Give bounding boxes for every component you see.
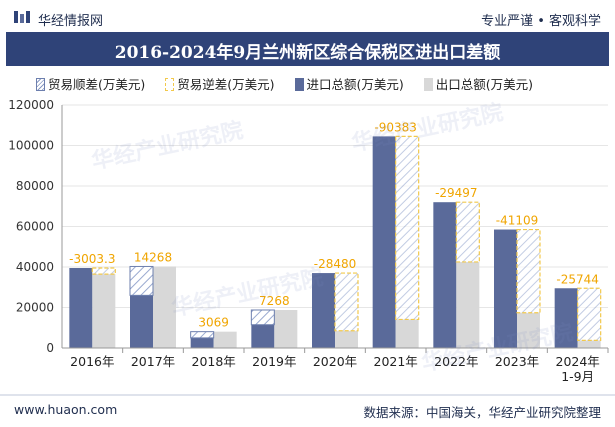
title-bar: 2016-2024年9月兰州新区综合保税区进出口差额 [6, 32, 609, 66]
legend-item-import: 进口总额(万美元) [294, 74, 404, 93]
balance-label: -28480 [314, 257, 357, 271]
legend-item-surplus: 贸易顺差(万美元) [36, 74, 145, 93]
x-tick-label: 2024年 [556, 354, 600, 369]
y-tick-label: 40000 [16, 260, 54, 274]
import-bar [190, 337, 214, 348]
balance-label: -29497 [435, 186, 478, 200]
balance-label: -25744 [556, 272, 599, 286]
legend: 贸易顺差(万美元) 贸易逆差(万美元) 进口总额(万美元) 出口总额(万美元) [36, 74, 549, 92]
chart: -3003.3 14268 3069 7268 -28480 -90383 -29497 -4… [8, 98, 609, 384]
x-tick-label: 2022年 [434, 354, 478, 369]
legend-swatch-surplus [36, 78, 45, 91]
balance-label: 3069 [198, 316, 229, 330]
import-bar [130, 295, 153, 348]
surplus-segment [250, 309, 275, 326]
legend-label-import: 进口总额(万美元) [306, 77, 404, 92]
y-tick-label: 20000 [16, 301, 54, 315]
import-bar [494, 229, 517, 348]
legend-swatch-import [294, 78, 304, 91]
legend-label-deficit: 贸易逆差(万美元) [177, 77, 275, 92]
y-tick-label: 120000 [8, 98, 54, 112]
x-tick-label: 2020年 [313, 354, 357, 369]
import-bar [372, 136, 396, 348]
x-tick-label: 1-9月 [561, 369, 594, 384]
x-tick-label: 2023年 [495, 354, 539, 369]
export-bar [92, 274, 116, 348]
balance-label: -41109 [496, 214, 539, 228]
header: 华经情报网 专业严谨 • 客观科学 [0, 0, 615, 34]
export-bar [213, 331, 237, 348]
y-tick-label: 100000 [8, 139, 54, 153]
x-tick-label: 2021年 [374, 354, 418, 369]
import-bar [433, 202, 457, 348]
y-tick-label: 60000 [16, 220, 54, 234]
x-tick-label: 2019年 [252, 354, 296, 369]
export-bar [517, 312, 540, 348]
legend-item-deficit: 贸易逆差(万美元) [165, 74, 275, 93]
deficit-segment [334, 272, 359, 332]
chart-title: 2016-2024年9月兰州新区综合保税区进出口差额 [114, 43, 501, 63]
x-tick-label: 2016年 [70, 354, 114, 369]
deficit-segment [455, 201, 480, 263]
export-bar [456, 261, 480, 348]
site-url[interactable]: www.huaon.com [14, 402, 118, 417]
surplus-segment [190, 331, 215, 339]
legend-label-export: 出口总额(万美元) [435, 77, 534, 92]
balance-label: -3003.3 [69, 252, 115, 266]
legend-swatch-export [423, 78, 433, 91]
footer-divider [0, 394, 615, 396]
tagline: 专业严谨 • 客观科学 [481, 14, 601, 29]
surplus-segment [129, 265, 154, 296]
deficit-segment [91, 267, 116, 275]
import-bar [312, 273, 335, 348]
import-bar [69, 268, 93, 348]
import-bar [554, 288, 578, 348]
export-bar [395, 319, 419, 348]
export-bar [577, 340, 601, 348]
x-tick-label: 2017年 [131, 354, 175, 369]
data-source: 数据来源：中国海关，华经产业研究院整理 [363, 405, 601, 420]
deficit-segment [577, 287, 602, 341]
legend-item-export: 出口总额(万美元) [423, 74, 534, 93]
y-tick-label: 80000 [16, 179, 54, 193]
x-tick-label: 2018年 [192, 354, 236, 369]
import-bar [251, 324, 275, 348]
balance-label: -90383 [374, 120, 417, 134]
brand-logo-icon [14, 11, 30, 23]
deficit-segment [516, 228, 541, 314]
export-bar [274, 309, 298, 348]
footer: www.huaon.com 数据来源：中国海关，华经产业研究院整理 [0, 394, 615, 427]
deficit-segment [395, 135, 420, 321]
brand-name[interactable]: 华经情报网 [38, 14, 104, 29]
legend-label-surplus: 贸易顺差(万美元) [48, 77, 146, 92]
export-bar [335, 330, 358, 348]
balance-label: 7268 [259, 294, 290, 308]
y-tick-label: 0 [46, 341, 54, 355]
balance-label: 14268 [134, 250, 172, 264]
legend-swatch-deficit [165, 78, 175, 91]
export-bar [153, 266, 176, 348]
